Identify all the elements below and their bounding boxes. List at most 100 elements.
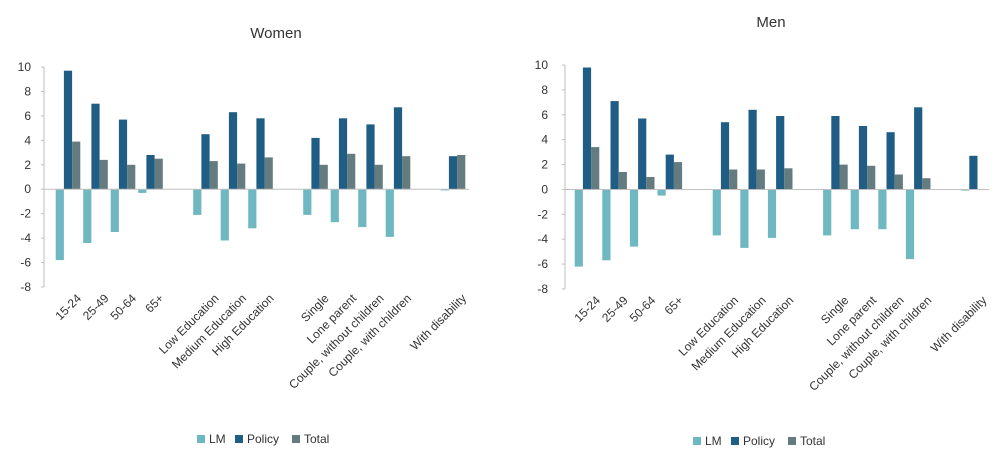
bar-lm-11	[878, 189, 887, 230]
y-tick-label: 10	[535, 58, 549, 72]
y-tick-label: -2	[537, 207, 548, 221]
bar-policy-14	[448, 156, 458, 190]
bar-total-6	[237, 163, 246, 190]
bar-policy-6	[748, 109, 757, 190]
bar-total-2	[127, 164, 136, 190]
y-tick-label: 6	[24, 109, 31, 123]
bar-policy-9	[311, 137, 320, 190]
category-label: 50-64	[627, 293, 659, 325]
legend-label-lm: LM	[209, 432, 226, 446]
bar-policy-7	[776, 116, 785, 190]
y-tick-label: 4	[541, 133, 548, 147]
y-tick-label: -8	[20, 280, 31, 294]
bar-total-11	[894, 174, 903, 190]
category-label: 25-49	[80, 291, 112, 323]
bar-policy-5	[201, 134, 210, 190]
bar-policy-2	[638, 118, 647, 190]
category-label: 65+	[662, 293, 686, 317]
bar-policy-5	[720, 122, 730, 190]
bar-total-12	[402, 156, 411, 190]
bar-lm-2	[110, 189, 119, 232]
bar-total-7	[784, 168, 793, 190]
bar-policy-11	[886, 132, 895, 190]
bar-lm-12	[905, 189, 915, 260]
legend-label-total: Total	[800, 434, 825, 448]
bar-lm-2	[629, 189, 639, 247]
legend-label-policy: Policy	[247, 432, 279, 446]
y-tick-label: -6	[20, 256, 31, 270]
bar-lm-6	[740, 189, 749, 248]
bar-total-0	[72, 141, 81, 190]
bar-total-5	[209, 161, 218, 190]
y-tick-label: -6	[537, 257, 548, 271]
category-label: 15-24	[53, 291, 85, 323]
legend-label-total: Total	[304, 432, 329, 446]
bar-lm-10	[330, 189, 339, 223]
bar-policy-0	[63, 70, 73, 190]
bar-total-1	[99, 159, 108, 190]
category-label: 65+	[142, 291, 166, 315]
bar-total-6	[756, 169, 765, 190]
bar-lm-14	[961, 189, 970, 191]
bar-lm-12	[385, 189, 394, 237]
bar-total-9	[839, 164, 848, 190]
category-label: 25-49	[599, 293, 631, 325]
y-tick-label: 8	[24, 84, 31, 98]
bar-lm-14	[440, 189, 449, 191]
bar-lm-0	[574, 189, 583, 267]
bar-policy-6	[228, 112, 238, 190]
bar-lm-5	[712, 189, 721, 236]
bar-total-12	[922, 178, 931, 190]
legend-swatch-lm	[693, 437, 701, 445]
legend-label-lm: LM	[705, 434, 722, 448]
bar-lm-5	[193, 189, 202, 215]
bar-policy-2	[118, 119, 128, 190]
bar-total-7	[264, 157, 273, 190]
bar-lm-1	[602, 189, 611, 261]
bar-total-3	[673, 162, 683, 190]
bar-lm-6	[220, 189, 229, 241]
bar-lm-7	[248, 189, 257, 229]
bar-total-14	[457, 155, 466, 190]
y-tick-label: 2	[541, 158, 548, 172]
bar-policy-3	[146, 155, 155, 190]
category-label: 50-64	[108, 291, 140, 323]
y-tick-label: 8	[541, 83, 548, 97]
y-tick-label: 0	[24, 182, 31, 196]
bar-lm-10	[850, 189, 859, 230]
y-tick-label: -8	[537, 282, 548, 296]
bar-policy-14	[969, 155, 978, 190]
bar-policy-12	[914, 107, 923, 190]
bar-policy-9	[831, 116, 840, 190]
bar-lm-3	[138, 189, 147, 193]
category-label: With disability	[407, 291, 469, 353]
bar-lm-1	[83, 189, 92, 243]
y-tick-label: 2	[24, 158, 31, 172]
bar-total-3	[154, 158, 163, 190]
legend-swatch-total	[788, 437, 796, 445]
bar-policy-12	[393, 107, 403, 190]
bar-total-10	[867, 165, 876, 190]
bar-policy-7	[256, 118, 265, 190]
y-tick-label: -4	[537, 232, 548, 246]
legend-swatch-total	[292, 435, 300, 443]
legend-label-policy: Policy	[743, 434, 775, 448]
y-tick-label: -2	[20, 207, 31, 221]
bar-policy-0	[582, 67, 592, 190]
y-tick-label: -4	[20, 231, 31, 245]
bar-total-1	[618, 172, 627, 190]
bar-policy-11	[366, 124, 375, 190]
y-tick-label: 4	[24, 133, 31, 147]
bar-lm-9	[823, 189, 832, 236]
bar-lm-3	[657, 189, 666, 196]
category-label: 15-24	[572, 293, 604, 325]
y-tick-label: 0	[541, 182, 548, 196]
bar-total-5	[729, 169, 738, 190]
bar-lm-9	[303, 189, 312, 215]
bar-policy-10	[858, 126, 868, 190]
bar-policy-3	[665, 154, 674, 190]
y-tick-label: 6	[541, 108, 548, 122]
